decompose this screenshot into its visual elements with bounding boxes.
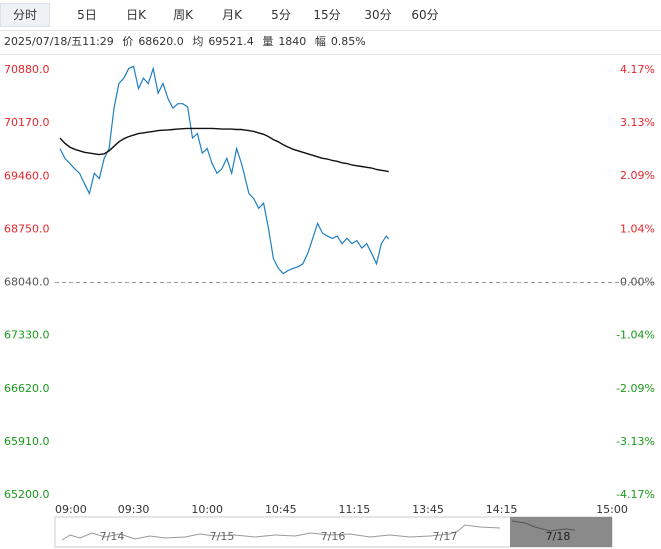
x-tick-label: 15:00: [596, 503, 628, 516]
divider: [0, 54, 661, 55]
tab[interactable]: 日K: [126, 8, 146, 22]
y-tick-label: 70170.0: [4, 116, 50, 129]
navigator-date: 7/18: [546, 530, 571, 543]
y2-tick-label: 0.00%: [620, 276, 655, 289]
change: 0.85%: [330, 35, 366, 48]
navigator-date: 7/15: [210, 530, 235, 543]
tab[interactable]: 60分: [411, 8, 439, 22]
y-tick-label: 65200.0: [4, 488, 50, 501]
y-tick-label: 66620.0: [4, 382, 50, 395]
navigator: [54, 516, 613, 548]
y2-tick-label: 2.09%: [620, 169, 655, 182]
datetime: 2025/07/18/五11:29: [4, 35, 114, 48]
price: 68620.0: [138, 35, 184, 48]
navigator-sparkline: [61, 532, 166, 541]
tab[interactable]: 周K: [173, 8, 193, 22]
tab[interactable]: 月K: [222, 8, 242, 22]
tab[interactable]: 分时: [0, 3, 51, 27]
x-tick-label: 10:45: [265, 503, 297, 516]
x-tick-label: 09:00: [55, 503, 87, 516]
navigator-date: 7/17: [433, 530, 458, 543]
chart: 70880.0 70170.0 69460.0 68750.0 68040.0 67330…: [4, 63, 655, 548]
series-line: [59, 127, 389, 173]
y2-tick-label: 1.04%: [620, 223, 655, 236]
volume-label: 量: [262, 35, 274, 48]
avg: 69521.4: [208, 35, 254, 48]
x-tick-label: 14:15: [486, 503, 518, 516]
y-tick-label: 68040.0: [4, 276, 50, 289]
price-label: 价: [122, 35, 134, 48]
y2-tick-label: -2.09%: [616, 382, 655, 395]
x-tick-label: 10:00: [191, 503, 223, 516]
navigator-sparkline: [274, 532, 391, 538]
x-tick-label: 11:15: [339, 503, 371, 516]
y2-tick-label: -1.04%: [616, 328, 655, 341]
y2-tick-label: -3.13%: [616, 435, 655, 448]
change-label: 幅: [314, 35, 326, 48]
quote-info: 2025/07/18/五11:29 价 68620.0 均 69521.4 量 184…: [4, 33, 371, 51]
y-tick-label: 70880.0: [4, 63, 50, 76]
tab[interactable]: 30分: [364, 8, 392, 22]
avg-label: 均: [192, 35, 204, 48]
volume: 1840: [278, 35, 307, 48]
series-line: [59, 65, 390, 275]
navigator-sparkline: [511, 520, 576, 532]
tab[interactable]: 5分: [271, 8, 291, 22]
navigator-window: [510, 517, 612, 547]
y-tick-label: 69460.0: [4, 169, 50, 182]
y-tick-label: 67330.0: [4, 329, 50, 342]
y-tick-label: 65910.0: [4, 435, 50, 448]
x-tick-label: 13:45: [412, 503, 444, 516]
tab[interactable]: 5日: [77, 8, 97, 22]
navigator-date: 7/16: [321, 530, 346, 543]
navigator-sparkline: [164, 533, 276, 539]
navigator-date: 7/14: [100, 530, 125, 543]
y-tick-label: 68750.0: [4, 222, 50, 235]
navigator-sparkline: [389, 524, 501, 538]
y2-tick-label: 4.17%: [620, 63, 655, 76]
y2-tick-label: -4.17%: [616, 488, 655, 501]
y2-tick-label: 3.13%: [620, 116, 655, 129]
tab-bar: 分时 5日 日K 周K 月K 5分 15分 30分 60分: [0, 0, 661, 31]
tab[interactable]: 15分: [313, 8, 341, 22]
x-tick-label: 09:30: [118, 503, 150, 516]
